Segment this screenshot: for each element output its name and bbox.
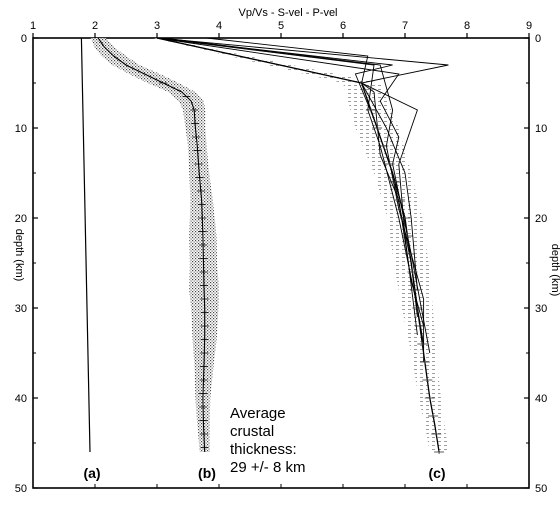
y-tick-label-right: 20 bbox=[535, 213, 547, 225]
annotation-line-4: 29 +/- 8 km bbox=[230, 459, 305, 476]
svel-band bbox=[90, 38, 219, 452]
svel-mean-line bbox=[97, 37, 206, 453]
y-tick-label-left: 30 bbox=[15, 303, 27, 315]
x-tick-label: 6 bbox=[340, 20, 346, 32]
panel-label-c: (c) bbox=[428, 465, 445, 481]
y-tick-label-left: 50 bbox=[15, 483, 27, 495]
panel-label-a: (a) bbox=[83, 465, 100, 481]
vpvs-line bbox=[80, 37, 91, 453]
x-tick-label: 4 bbox=[216, 20, 222, 32]
y-tick-label-left: 20 bbox=[15, 213, 27, 225]
x-tick-label: 7 bbox=[402, 20, 408, 32]
y-tick-label-right: 50 bbox=[535, 483, 547, 495]
y-tick-label-left: 0 bbox=[21, 33, 27, 45]
y-tick-label-right: 10 bbox=[535, 123, 547, 135]
panel-label-b: (b) bbox=[198, 465, 216, 481]
y-tick-label-left: 10 bbox=[15, 123, 27, 135]
x-tick-label: 8 bbox=[464, 20, 470, 32]
x-tick-label: 2 bbox=[92, 20, 98, 32]
y-tick-label-left: 40 bbox=[15, 393, 27, 405]
x-tick-label: 3 bbox=[154, 20, 160, 32]
x-tick-label: 1 bbox=[30, 20, 36, 32]
chart-title: Vp/Vs - S-vel - P-vel bbox=[238, 7, 337, 19]
y-tick-label-right: 40 bbox=[535, 393, 547, 405]
annotation-line-2: crustal bbox=[230, 423, 274, 440]
pvel-band bbox=[153, 38, 449, 452]
y-tick-label-right: 0 bbox=[535, 33, 541, 45]
annotation-line-1: Average bbox=[230, 405, 286, 422]
y-tick-label-right: 30 bbox=[535, 303, 547, 315]
data-marks bbox=[80, 37, 449, 454]
y-axis-title-right: depth (km) bbox=[549, 244, 560, 297]
y-axis-title-left: depth (km) bbox=[13, 229, 25, 282]
pvel-mean-line bbox=[156, 37, 440, 453]
x-tick-label: 9 bbox=[526, 20, 532, 32]
x-tick-label: 5 bbox=[278, 20, 284, 32]
pvel-model-line bbox=[206, 37, 418, 291]
annotation-line-3: thickness: bbox=[230, 441, 297, 458]
